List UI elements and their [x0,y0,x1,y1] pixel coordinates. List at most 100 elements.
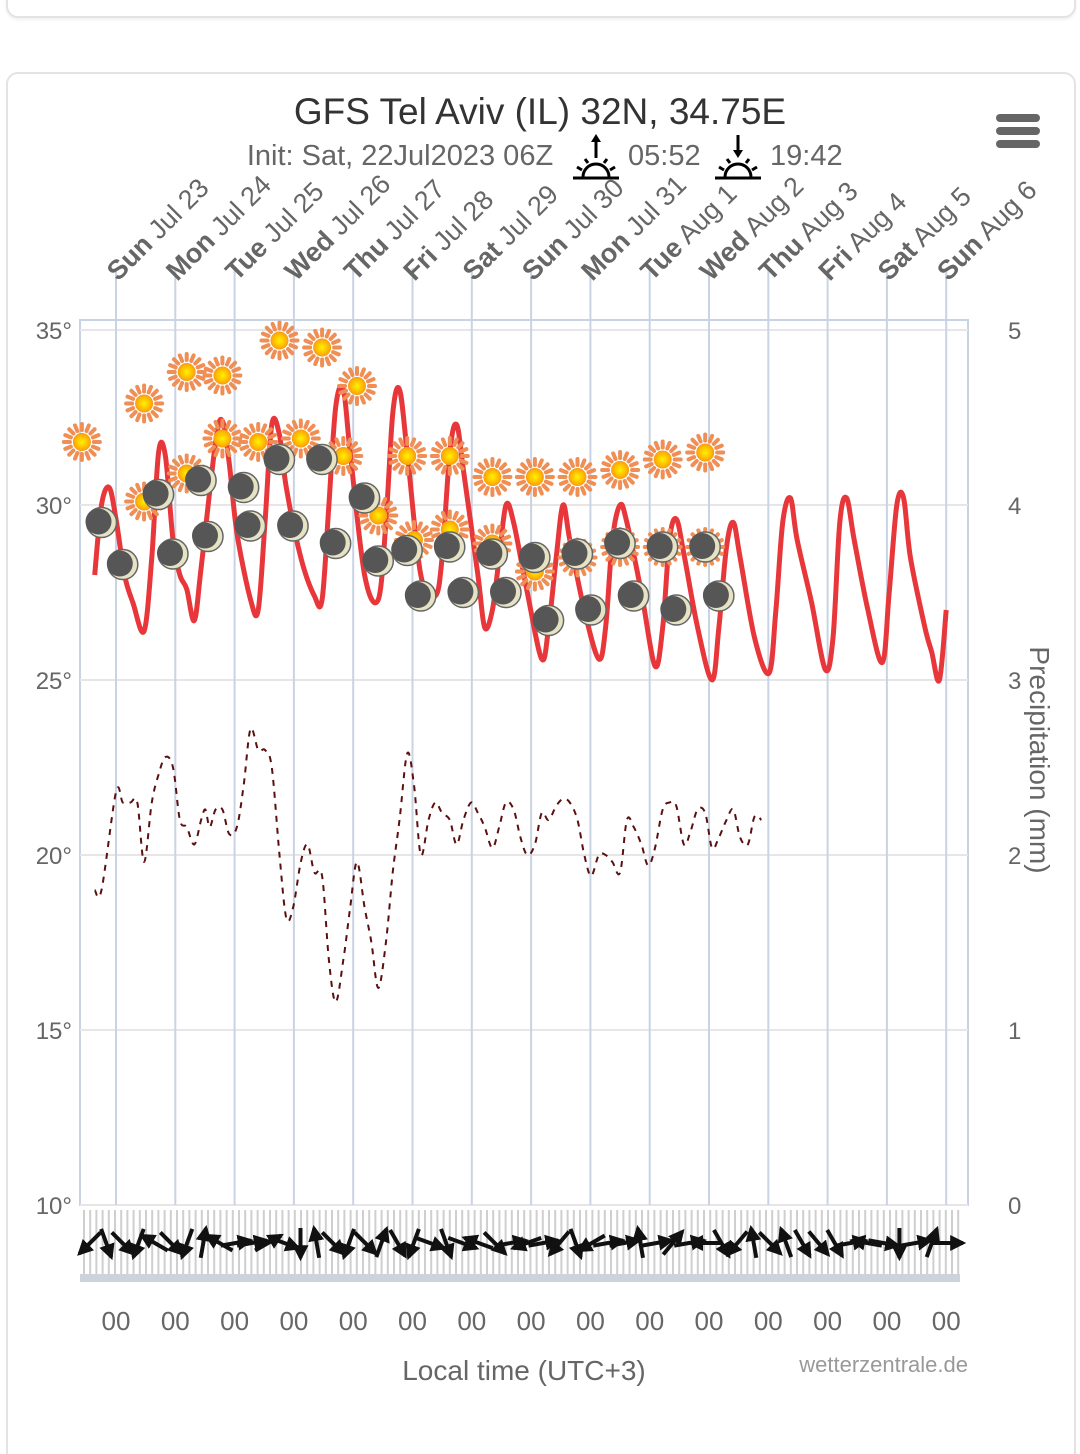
wind-arrow-icon [509,1236,542,1252]
navigator-bar [80,1274,960,1282]
y-left-tick: 30° [36,493,72,520]
moon-icon [688,531,721,563]
wind-arrow-icon [374,1225,390,1258]
moon-icon [659,594,693,626]
moon-icon [226,471,260,504]
moon-icon [184,464,217,497]
x-tick-label: 00 [576,1306,605,1336]
y-left-tick: 15° [36,1018,72,1045]
moon-icon [560,538,594,570]
x-tick-label: 00 [339,1306,368,1336]
y-left-tick: 10° [36,1193,72,1220]
moon-icon [574,594,607,626]
sun-icon [124,383,165,424]
x-tick-label: 00 [161,1306,190,1336]
y-right-tick: 1 [1008,1018,1021,1045]
wind-arrow-icon [353,1230,379,1256]
y-right-tick: 0 [1008,1193,1021,1220]
wind-arrow-icon [320,1230,346,1256]
sun-icon [472,457,513,497]
y-right-tick: 3 [1008,668,1021,695]
x-tick-label: 00 [457,1306,486,1336]
sun-icon [557,457,598,497]
moon-icon [141,478,175,511]
previous-card [6,0,1076,18]
sun-icon [685,432,726,473]
wind-strip [77,1208,967,1282]
sun-icon [166,352,207,392]
x-tick-label: 00 [102,1306,131,1336]
grid [79,268,969,1206]
wind-arrow-icon [547,1230,571,1257]
sun-icon [387,436,428,476]
wind-arrow-icon [825,1229,844,1259]
wind-arrow-icon [203,1233,234,1253]
sun-icon [337,366,377,406]
y-left-tick: 35° [36,318,72,345]
day-date: Aug 6 [967,175,1042,250]
weather-icons [61,320,735,637]
x-axis-ticks: 00 00 00 00 00 00 00 00 00 00 00 00 00 00 00 [102,1306,961,1336]
credit-link[interactable]: wetterzentrale.de [798,1352,968,1377]
y-right-tick: 2 [1008,843,1021,870]
sunrise-icon [573,134,619,180]
wind-arrow-icon [757,1230,783,1256]
x-tick-label: 00 [932,1306,961,1336]
moon-icon [233,510,267,542]
wind-arrow-icon [178,1228,195,1261]
sun-icon [429,436,470,476]
moon-icon [404,580,437,612]
sun-icon [302,327,343,368]
init-label: Init: Sat, 22Jul2023 06Z [247,140,553,172]
y-left-tick: 20° [36,843,72,870]
chart-title: GFS Tel Aviv (IL) 32N, 34.75E [294,91,786,132]
wind-arrow-icon [807,1230,831,1257]
wind-arrow-icon [461,1234,494,1250]
y-axis-left: 35° 30° 25° 20° 15° 10° [36,318,72,1220]
wind-arrow-icon [308,1225,325,1259]
moon-icon [475,538,509,570]
moon-icon [305,443,338,476]
wind-arrow-icon [110,1230,136,1256]
dewpoint-line [93,727,763,1004]
wind-arrow-icon [641,1234,675,1251]
moon-icon [531,604,565,637]
x-axis-label: Local time (UTC+3) [402,1355,646,1386]
x-tick-label: 00 [635,1306,664,1336]
moon-icon [616,580,650,612]
y-axis-right: 5 4 3 2 1 0 [1008,318,1021,1220]
y-left-tick: 25° [36,668,72,695]
x-tick-label: 00 [279,1306,308,1336]
moon-icon [84,506,118,539]
sun-icon [259,320,300,361]
wind-arrow-icon [568,1228,584,1261]
sun-icon [61,422,102,462]
moon-icon [390,534,423,567]
sunrise-time: 05:52 [628,140,701,172]
moon-icon [518,541,551,574]
wind-arrow-icon [725,1230,749,1257]
wind-arrow-icon [576,1233,606,1253]
y-right-tick: 5 [1008,318,1021,345]
wind-arrow-icon [793,1229,812,1259]
moon-icon [347,482,381,514]
wind-arrow-icon [340,1228,356,1261]
wind-arrow-icon [745,1225,762,1259]
chart-menu-button[interactable] [985,105,1047,155]
wind-arrow-icon [777,1225,794,1258]
x-tick-label: 00 [220,1306,249,1336]
sun-icon [600,450,641,490]
wind-arrow-icon [661,1229,685,1256]
wind-arrow-icon [220,1234,254,1251]
wind-arrow-icon [99,1228,115,1261]
sun-icon [642,439,683,480]
wind-arrow-icon [254,1233,284,1253]
wind-arrow-icon [130,1228,146,1261]
wind-arrow-icon [195,1225,212,1259]
wind-arrow-icon [868,1235,902,1252]
moon-icon [318,527,352,560]
moon-icon [276,510,309,542]
wind-arrow-icon [439,1228,455,1261]
